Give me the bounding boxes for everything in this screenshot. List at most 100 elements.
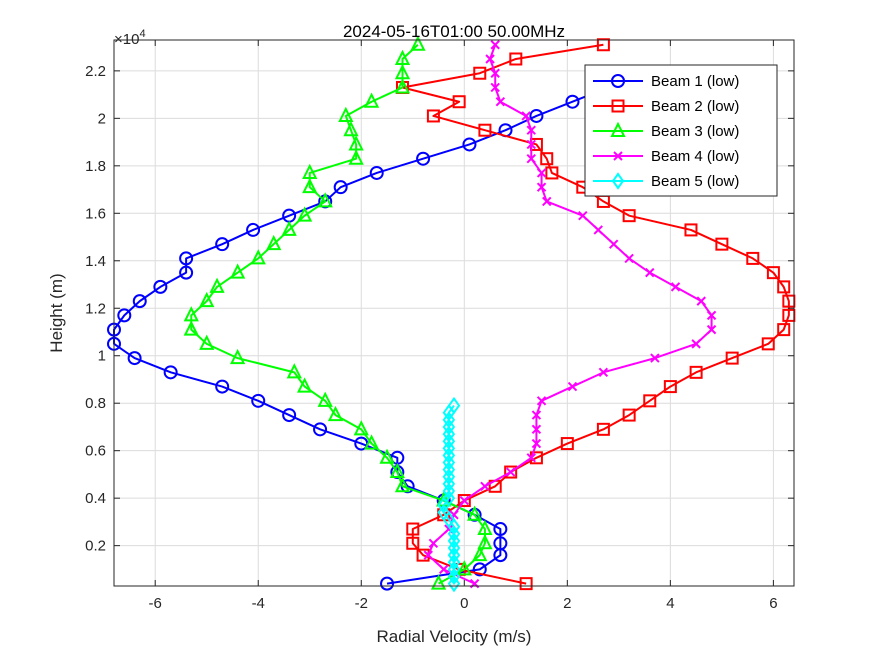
data-point	[560, 437, 574, 451]
data-point	[521, 111, 531, 121]
legend-marker	[611, 74, 625, 88]
y-tick-label: 1.2	[85, 300, 106, 317]
y-exponent-base: ×10	[114, 31, 139, 48]
data-point	[117, 308, 132, 323]
data-point	[442, 468, 456, 486]
data-point	[447, 525, 461, 543]
ticks: -6 -4 -2 0 2 4 6 0.2 0.4 0.6 0.8 1 1.2 1.4 1.6 1.8 2 2.2	[85, 40, 794, 612]
y-tick-label: 0.6	[85, 443, 106, 460]
data-point	[684, 223, 698, 237]
x-tick-label: -4	[252, 595, 265, 612]
data-point	[536, 168, 547, 178]
data-point	[426, 109, 440, 123]
data-point	[490, 82, 500, 93]
y-exponent: ×104	[114, 28, 146, 48]
y-tick-label: 2.2	[85, 63, 106, 80]
data-point	[761, 337, 775, 351]
data-point	[183, 320, 199, 336]
data-point	[526, 139, 536, 150]
chart-title: 2024-05-16T01:00 50.00MHz	[343, 22, 565, 41]
data-point	[313, 422, 328, 437]
legend: Beam 1 (low) Beam 2 (low) Beam 3 (low) Beam…	[584, 64, 778, 197]
data-point	[380, 576, 395, 591]
legend-marker	[610, 121, 626, 137]
data-point	[302, 177, 318, 194]
data-point	[624, 253, 634, 264]
data-point	[317, 391, 333, 407]
data-point	[282, 408, 297, 423]
x-tick-label: 2	[563, 595, 571, 612]
legend-label: Beam 4 (low)	[651, 148, 739, 165]
data-point	[338, 106, 354, 122]
data-point	[389, 462, 405, 479]
legend-item: Beam 1 (low)	[593, 73, 739, 90]
y-tick-label: 0.8	[85, 395, 106, 412]
data-point	[127, 351, 142, 366]
legend-marker	[611, 99, 625, 113]
data-point	[406, 522, 420, 536]
data-point	[163, 365, 178, 380]
legend-label: Beam 5 (low)	[651, 173, 739, 190]
data-point	[663, 380, 677, 394]
data-point	[645, 267, 655, 278]
data-point	[423, 550, 433, 560]
data-point	[531, 424, 542, 435]
data-point	[179, 251, 194, 266]
data-point	[442, 489, 456, 507]
data-point	[442, 475, 456, 493]
data-point	[447, 560, 461, 579]
y-tick-label: 1.8	[85, 158, 106, 175]
data-point	[369, 165, 384, 180]
data-point	[505, 467, 516, 477]
legend-item: Beam 3 (low)	[593, 121, 739, 140]
data-point	[183, 306, 199, 322]
data-point	[179, 265, 194, 280]
legend-item: Beam 4 (low)	[593, 148, 739, 165]
data-point	[333, 180, 348, 195]
series-5	[437, 396, 461, 593]
axes-box	[113, 39, 795, 587]
data-point	[230, 263, 246, 279]
data-point	[209, 277, 225, 293]
data-point	[472, 562, 487, 577]
y-axis-label: Height (m)	[47, 273, 66, 352]
data-point	[394, 477, 411, 493]
data-point	[353, 420, 369, 436]
data-point	[428, 538, 439, 548]
data-point	[519, 577, 533, 591]
data-point	[689, 365, 703, 379]
data-point	[526, 453, 536, 463]
data-point	[266, 234, 282, 251]
data-point	[526, 125, 536, 135]
data-point	[725, 351, 739, 365]
series-line	[401, 43, 790, 585]
data-point	[536, 396, 547, 406]
y-tick-label: 1.6	[85, 205, 106, 222]
x-tick-label: -6	[149, 595, 162, 612]
data-point	[777, 323, 791, 337]
data-point	[447, 546, 461, 564]
data-point	[348, 149, 364, 165]
data-point	[622, 209, 636, 223]
data-point	[430, 574, 447, 590]
data-point	[472, 545, 488, 562]
data-point	[442, 460, 456, 479]
data-point	[485, 54, 495, 64]
data-point	[650, 353, 660, 363]
y-tick-label: 2	[98, 110, 106, 127]
data-point	[394, 78, 411, 94]
data-point	[596, 422, 610, 436]
data-point	[438, 564, 449, 575]
data-point	[480, 481, 490, 492]
data-point	[473, 66, 487, 80]
data-point	[567, 381, 578, 392]
data-point	[442, 439, 456, 458]
y-tick-label: 0.4	[85, 490, 106, 507]
data-point	[596, 38, 610, 52]
data-point	[442, 482, 456, 500]
data-point	[459, 495, 470, 506]
data-point	[493, 522, 508, 537]
legend-item: Beam 5 (low)	[593, 172, 739, 190]
data-point	[343, 120, 359, 137]
data-point	[317, 192, 333, 208]
